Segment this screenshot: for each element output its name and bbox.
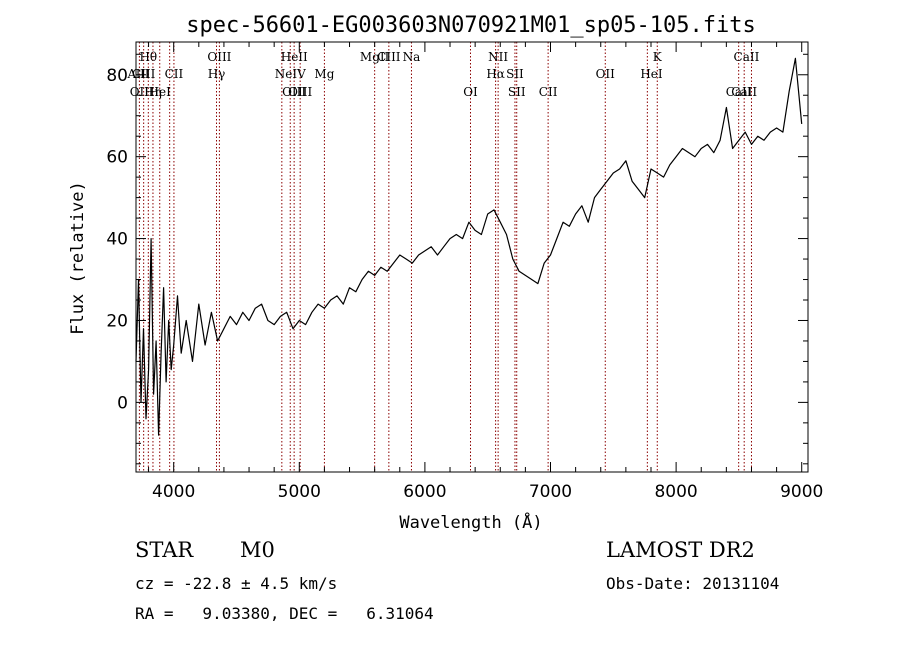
line-label: CaII bbox=[731, 85, 757, 99]
y-axis-ticks: 0 20 40 60 80 bbox=[106, 53, 808, 465]
x-tick-label: 7000 bbox=[529, 482, 572, 502]
line-label: Hγ bbox=[208, 67, 226, 81]
line-label: Hθ bbox=[139, 50, 157, 64]
y-tick-label: 60 bbox=[106, 148, 128, 168]
line-label: HeII bbox=[281, 50, 308, 64]
line-label: Hη bbox=[144, 85, 162, 99]
x-tick-label: 8000 bbox=[654, 482, 697, 502]
line-label: OI bbox=[463, 85, 478, 99]
x-tick-label: 9000 bbox=[780, 482, 823, 502]
plot-frame bbox=[135, 41, 809, 473]
coordinates-readout: RA = 9.03380, DEC = 6.31064 bbox=[135, 604, 434, 623]
object-class: STAR bbox=[135, 538, 194, 562]
line-label: Mg bbox=[314, 67, 334, 81]
line-label: HeI bbox=[640, 67, 663, 81]
line-label: HeI bbox=[149, 85, 172, 99]
y-tick-label: 20 bbox=[106, 311, 128, 331]
survey-name: LAMOST DR2 bbox=[606, 538, 755, 562]
line-label: OII bbox=[130, 85, 150, 99]
line-label: Na bbox=[403, 50, 421, 64]
x-tick-label: 4000 bbox=[152, 482, 195, 502]
line-label: CIII bbox=[132, 67, 156, 81]
line-labels: HθAlIICIIIOIIHηHeICIIOIIIHγHeIINeIVOIIIO… bbox=[127, 50, 760, 99]
line-label: CIII bbox=[377, 50, 401, 64]
object-subclass: M0 bbox=[240, 538, 275, 562]
spectrum-series bbox=[135, 57, 803, 436]
x-tick-label: 6000 bbox=[403, 482, 446, 502]
y-axis-label: Flux (relative) bbox=[68, 181, 88, 335]
line-label: OIII bbox=[207, 50, 231, 64]
obs-date: Obs-Date: 20131104 bbox=[606, 574, 780, 593]
y-tick-label: 40 bbox=[106, 230, 128, 250]
spectrum-line bbox=[135, 57, 803, 436]
line-label: CII bbox=[539, 85, 558, 99]
line-label: OII bbox=[596, 67, 616, 81]
line-label: SII bbox=[506, 67, 524, 81]
line-label: K bbox=[653, 50, 663, 64]
line-markers bbox=[138, 42, 752, 472]
line-label: SII bbox=[508, 85, 526, 99]
line-label: OIII bbox=[288, 85, 312, 99]
y-tick-label: 80 bbox=[106, 66, 128, 86]
x-tick-label: 5000 bbox=[278, 482, 321, 502]
line-label: OIII bbox=[282, 85, 306, 99]
y-tick-label: 0 bbox=[117, 393, 128, 413]
line-label: AlII bbox=[127, 67, 150, 81]
redshift-readout: cz = -22.8 ± 4.5 km/s bbox=[135, 574, 338, 593]
x-axis-ticks: 4000 5000 6000 7000 8000 9000 bbox=[148, 42, 823, 502]
line-label: Hα bbox=[486, 67, 505, 81]
line-label: NeIV bbox=[275, 67, 306, 81]
line-label: CII bbox=[165, 67, 184, 81]
chart-title: spec-56601-EG003603N070921M01_sp05-105.f… bbox=[186, 13, 756, 38]
line-label: CaII bbox=[726, 85, 752, 99]
line-label: NII bbox=[488, 50, 508, 64]
x-axis-label: Wavelength (Å) bbox=[399, 511, 542, 533]
line-label: CaII bbox=[734, 50, 760, 64]
line-label: MgII bbox=[360, 50, 390, 64]
